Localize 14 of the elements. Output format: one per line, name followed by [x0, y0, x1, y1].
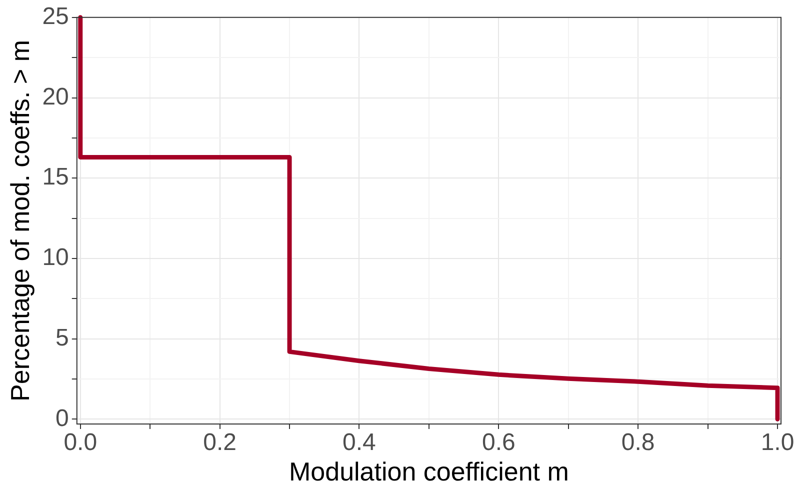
y-tick-label: 0	[56, 404, 69, 432]
x-tick-label: 0.0	[64, 429, 98, 456]
x-axis-title: Modulation coefficient m	[288, 456, 569, 487]
y-tick-label: 10	[42, 244, 69, 272]
x-tick-label: 1.0	[760, 429, 794, 456]
y-tick-label: 15	[42, 164, 69, 191]
x-tick-label: 0.4	[342, 429, 376, 456]
y-tick-label: 25	[42, 3, 69, 30]
y-tick-label: 20	[42, 83, 69, 110]
x-tick-label: 0.2	[203, 429, 236, 456]
y-axis-title: Percentage of mod. coeffs. > m	[4, 40, 35, 402]
y-tick-label: 5	[56, 324, 69, 352]
x-tick-label: 0.6	[482, 429, 516, 456]
x-tick-label: 0.8	[621, 429, 655, 456]
